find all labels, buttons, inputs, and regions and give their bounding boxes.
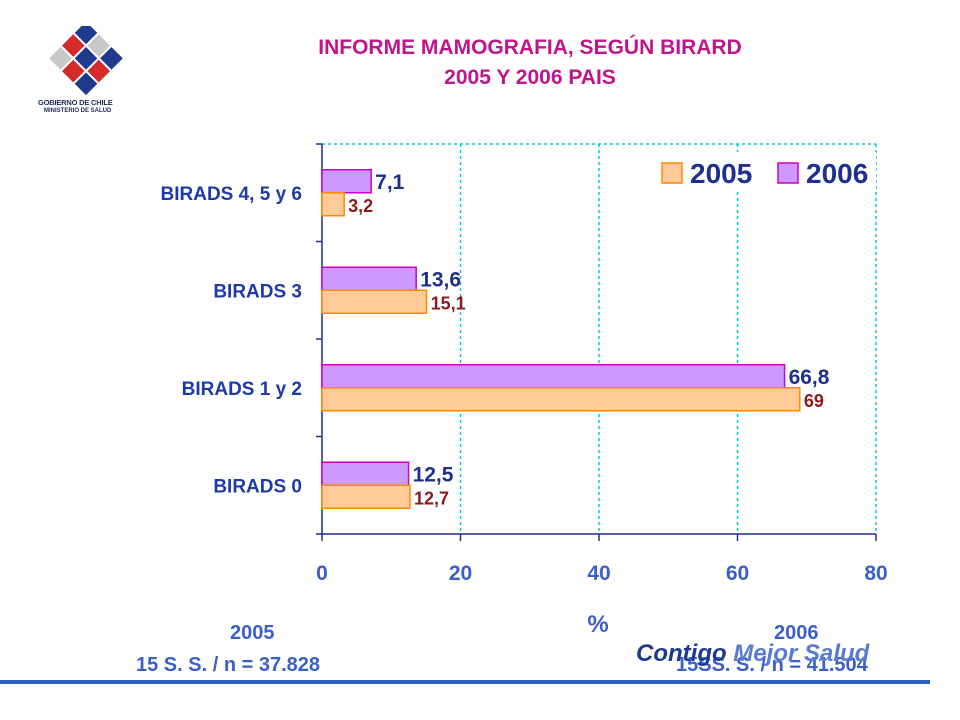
category-label: BIRADS 1 y 2 (182, 379, 302, 400)
data-label-2005: 69 (804, 391, 824, 411)
data-label-2006: 7,1 (375, 171, 405, 194)
x-tick-label: 60 (726, 562, 749, 585)
bar-2005 (321, 289, 428, 314)
data-label-2005: 3,2 (348, 196, 373, 216)
bar-2006 (321, 364, 786, 389)
bar-2005 (321, 387, 801, 412)
legend-box (652, 152, 876, 192)
data-label-2006: 13,6 (420, 268, 461, 291)
data-label-2005: 15,1 (431, 293, 466, 313)
legend-swatch (661, 162, 683, 184)
brand-contigo: Contigo (636, 640, 727, 667)
data-label-2006: 12,5 (413, 463, 454, 486)
logo-text-gobierno: GOBIERNO DE CHILE (38, 98, 113, 107)
bar-2005 (321, 484, 411, 509)
data-label-2005: 12,7 (414, 488, 449, 508)
x-axis-label: % (587, 611, 608, 638)
x-tick-label: 0 (316, 562, 328, 585)
footer-right-detail: 15SS. S. / n = 41.504 (676, 654, 868, 676)
gobierno-logo-icon (49, 26, 123, 96)
x-tick-label: 80 (864, 562, 887, 585)
legend-swatch (777, 162, 799, 184)
chart-subtitle: 2005 Y 2006 PAIS (444, 66, 616, 89)
legend-label: 2005 (690, 158, 752, 189)
bar-2006 (321, 169, 372, 194)
brand-mejor-salud: Mejor Salud (726, 640, 870, 667)
brand-logo: Contigo Mejor Salud (636, 640, 869, 668)
data-label-2006: 66,8 (789, 366, 830, 389)
footer-right-year: 2006 (774, 622, 819, 644)
logo-text-ministerio: MINISTERIO DE SALUD (44, 108, 112, 114)
x-tick-label: 20 (449, 562, 472, 585)
bottom-divider (0, 680, 930, 684)
bar-2005 (321, 192, 345, 217)
legend-label: 2006 (806, 158, 868, 189)
x-tick-label: 40 (587, 562, 610, 585)
bar-2006 (321, 461, 410, 486)
category-label: BIRADS 4, 5 y 6 (161, 184, 303, 205)
category-label: BIRADS 0 (213, 476, 302, 497)
bar-2006 (321, 266, 417, 291)
category-label: BIRADS 3 (213, 281, 302, 302)
footer-left-year: 2005 (230, 622, 275, 644)
footer-left-detail: 15 S. S. / n = 37.828 (136, 654, 321, 676)
chart-title: INFORME MAMOGRAFIA, SEGÚN BIRARD (318, 36, 742, 59)
